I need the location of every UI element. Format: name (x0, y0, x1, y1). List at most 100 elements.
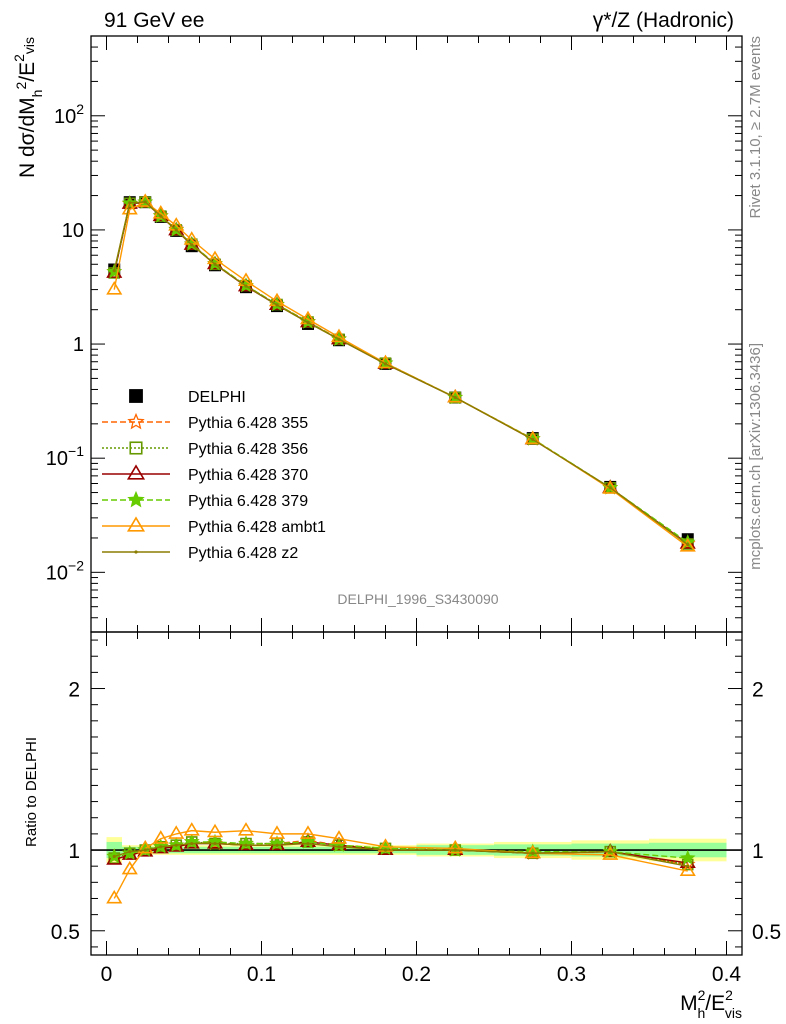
x-tick-label: 0.2 (402, 963, 431, 986)
data-point (679, 538, 696, 552)
data-point (190, 243, 194, 247)
ratio-y-axis-label: Ratio to DELPHI (23, 737, 40, 847)
legend-entry: Pythia 6.428 379 (102, 490, 308, 510)
legend-entry: Pythia 6.428 ambt1 (102, 516, 326, 536)
series-pythia-6-428-z2 (112, 200, 690, 547)
ratio-point (531, 851, 535, 855)
data-point (602, 480, 619, 494)
data-point (174, 228, 178, 232)
series-line (113, 201, 689, 546)
ratio-y-tick-label-right: 0.5 (752, 921, 781, 944)
legend-label: Pythia 6.428 ambt1 (188, 519, 326, 536)
ratio-point (206, 823, 224, 838)
ratio-y-tick-label: 2 (68, 679, 80, 702)
data-point (213, 262, 217, 266)
x-tick-label: 0 (101, 963, 113, 986)
ratio-point (213, 841, 217, 846)
main-y-axis-label: N dσ/dMh2/E2vis (11, 37, 45, 178)
ratio-point (244, 843, 248, 847)
ratio-point (183, 822, 200, 836)
ratio-point (299, 825, 317, 839)
analysis-watermark: DELPHI_1996_S3430090 (337, 591, 498, 607)
data-point (143, 200, 147, 204)
ratio-point (337, 845, 341, 849)
data-point (608, 486, 612, 490)
legend: DELPHI Pythia 6.428 355 Pythia 6.428 356 Py… (102, 389, 326, 562)
ratio-point (121, 860, 138, 875)
main-y-tick-label: 10 (62, 220, 84, 242)
legend-marker (126, 516, 146, 532)
legend-label: DELPHI (188, 389, 246, 406)
ratio-point (143, 848, 147, 852)
ratio-series-pythia-6-428-z2 (112, 841, 690, 868)
ratio-point (275, 843, 279, 847)
legend-marker (127, 490, 145, 508)
data-point (453, 395, 457, 400)
ratio-panel: 0.5 0.5 1 1 2 2 0 0.1 0.2 0.3 0.4 (51, 631, 781, 986)
ratio-point (686, 864, 690, 868)
left-title: 91 GeV ee (104, 9, 204, 32)
series-line (113, 201, 689, 543)
ratio-y-tick-label: 1 (68, 840, 80, 863)
ratio-y-tick-label-right: 1 (752, 840, 764, 863)
main-y-tick-label: 102 (54, 101, 84, 128)
ratio-y-tick-label: 0.5 (51, 921, 80, 944)
ratio-y-tick-label-right: 2 (752, 679, 764, 702)
main-panel: 10−2 10−1 1 10 102 (46, 35, 743, 633)
ratio-point (679, 849, 696, 865)
ratio-point (168, 825, 185, 839)
x-tick-label: 0.1 (247, 963, 276, 986)
ratio-point (237, 822, 255, 836)
legend-label: Pythia 6.428 370 (188, 467, 308, 484)
ratio-point (137, 839, 154, 854)
ratio-point (268, 825, 286, 839)
ratio-point (190, 841, 194, 846)
ratio-point (330, 830, 348, 844)
ratio-point (128, 850, 132, 854)
ratio-point (602, 846, 619, 860)
ratio-point (447, 839, 464, 854)
ratio-point (159, 845, 163, 849)
data-point (337, 337, 341, 341)
ratio-line (114, 842, 688, 867)
legend-entry: Pythia 6.428 356 (102, 441, 308, 458)
legend-marker (127, 412, 145, 430)
main-y-tick-label: 10−1 (46, 443, 84, 470)
data-point (128, 201, 132, 205)
legend-label: Pythia 6.428 z2 (188, 545, 298, 562)
legend-entry: DELPHI (129, 389, 246, 406)
x-tick-label: 0.3 (557, 963, 586, 986)
legend-label: Pythia 6.428 356 (188, 441, 308, 458)
ratio-point (679, 862, 696, 877)
data-point (244, 284, 248, 288)
data-point (306, 321, 310, 325)
legend-entry: Pythia 6.428 z2 (102, 545, 298, 562)
legend-marker (126, 464, 146, 480)
data-point (137, 193, 154, 207)
ratio-series-pythia-6-428-ambt1 (106, 822, 696, 904)
ratio-point (383, 848, 388, 852)
ratio-point (112, 854, 116, 859)
data-point (531, 437, 535, 442)
legend-marker (129, 389, 143, 403)
legend-label: Pythia 6.428 355 (188, 415, 308, 432)
ratio-frame (90, 631, 743, 956)
main-y-tick-label: 10−2 (46, 557, 84, 584)
source-label: mcplots.cern.ch [arXiv:1306.3436] (747, 343, 764, 570)
ratio-point (174, 843, 178, 847)
data-point (330, 328, 348, 343)
data-point (383, 362, 388, 366)
ratio-point (106, 889, 123, 904)
ratio-point (524, 844, 541, 859)
ratio-point (608, 850, 612, 854)
data-point (275, 303, 279, 307)
data-point (159, 214, 163, 218)
legend-entry: Pythia 6.428 370 (102, 464, 308, 484)
data-point (686, 542, 690, 547)
data-point (106, 281, 123, 295)
ratio-point (306, 841, 310, 846)
main-y-tick-label: 1 (73, 334, 84, 356)
x-axis-label: M2 h/E2 vis (680, 987, 742, 1021)
data-point (121, 200, 138, 215)
